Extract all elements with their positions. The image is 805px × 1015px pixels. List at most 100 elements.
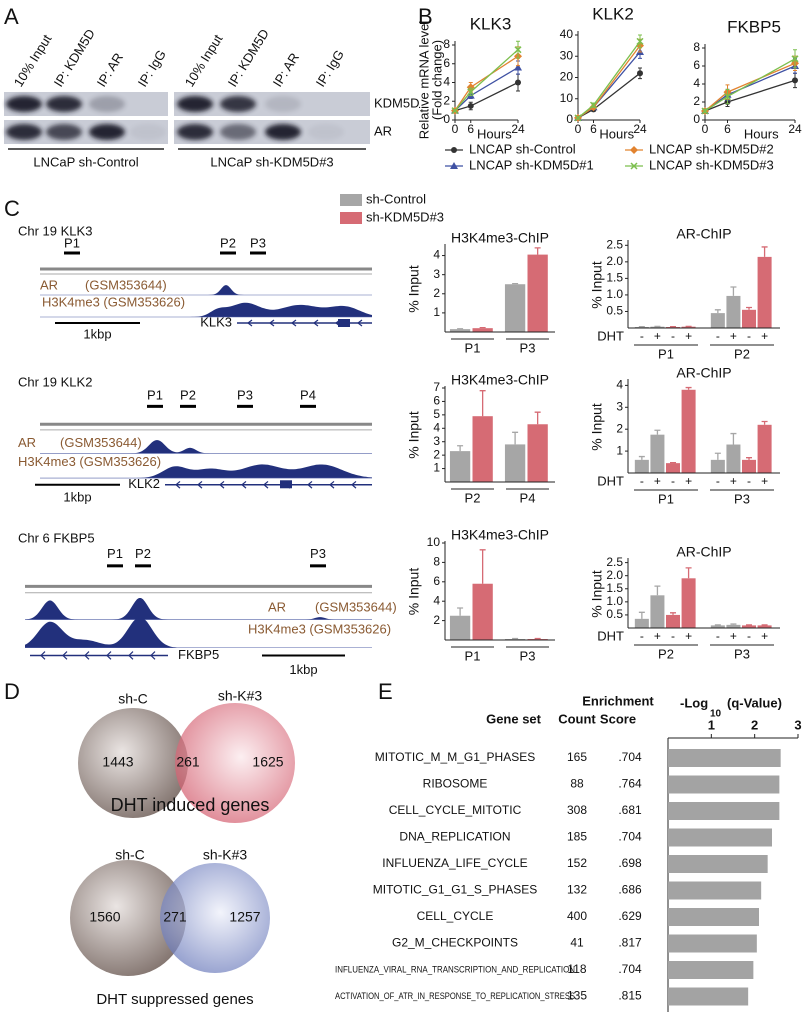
blot-band	[220, 96, 256, 112]
count: 308	[567, 803, 587, 817]
y-tick-label: 2	[693, 94, 700, 108]
track-label: H3K4me3 (GSM353626)	[18, 454, 161, 469]
h3k4me3-signal	[40, 302, 372, 317]
venn-set-label: sh-C	[118, 691, 148, 707]
chart-title: FKBP5	[727, 17, 781, 36]
y-tick-label: 1.5	[606, 271, 623, 285]
error-bar	[457, 607, 464, 616]
count: 165	[567, 750, 587, 764]
enrichment-score: .817	[618, 936, 642, 950]
gene-arrow	[291, 319, 297, 327]
blot-band	[89, 96, 125, 112]
bar	[527, 424, 548, 482]
condition-label: -	[640, 474, 644, 488]
bar	[472, 416, 493, 482]
gene-arrow	[40, 651, 46, 660]
x-axis-label: -Log	[680, 695, 708, 710]
probe-label: P2	[220, 235, 236, 250]
x-tick-label: 0	[575, 122, 582, 136]
error-bar	[685, 386, 692, 390]
bar	[681, 578, 696, 628]
track-label: (GSM353644)	[315, 600, 397, 615]
y-tick-label: 10	[560, 91, 574, 105]
bar	[449, 615, 471, 640]
count: 185	[567, 830, 587, 844]
count: 135	[567, 989, 587, 1003]
condition-label: -	[716, 474, 720, 488]
point	[515, 79, 521, 86]
bar	[449, 451, 471, 482]
x-tick-label: P2	[658, 646, 674, 661]
y-tick-label: 3	[616, 399, 623, 413]
scale-label: 1kbp	[83, 326, 111, 341]
error-bar	[512, 431, 519, 445]
gene-arrow	[197, 480, 203, 489]
condition-label: -	[640, 329, 644, 343]
error-bar	[638, 611, 645, 619]
y-tick-label: 6	[433, 394, 440, 408]
y-axis-label: Relative mRNA level	[416, 21, 431, 140]
lane-label: IP: KDM5D	[51, 26, 98, 89]
scale-label: 1kbp	[63, 490, 91, 505]
blot-band	[177, 124, 213, 140]
probe-label: P1	[147, 388, 163, 403]
error-bar	[730, 623, 737, 625]
venn-caption: DHT induced genes	[111, 795, 270, 815]
bar	[668, 881, 762, 900]
x-tick-label: 0	[702, 122, 709, 136]
error-bar	[457, 445, 464, 452]
group-label: LNCaP sh-KDM5D#3	[210, 154, 333, 169]
venn-caption: DHT suppressed genes	[96, 991, 253, 1008]
gene-arrow	[357, 319, 363, 327]
track-title: Chr 19 KLK2	[18, 374, 92, 389]
bar	[742, 625, 757, 628]
point	[514, 63, 522, 71]
bar	[742, 459, 757, 473]
bar	[504, 444, 526, 482]
y-tick-label: 5	[433, 407, 440, 421]
error-bar	[654, 429, 661, 435]
bar	[472, 328, 493, 332]
y-tick-label: 2	[616, 421, 623, 435]
gene-arrow	[84, 651, 90, 660]
condition-label: -	[716, 629, 720, 643]
bar	[650, 595, 665, 628]
gene-arrow	[128, 651, 134, 660]
y-tick-label: 1	[433, 461, 440, 475]
y-tick-label: 6	[693, 58, 700, 72]
error-bar	[479, 326, 486, 329]
condition-label: +	[654, 329, 661, 343]
header: Gene set	[486, 711, 542, 726]
condition-label: -	[716, 329, 720, 343]
blot-band	[177, 96, 213, 112]
y-tick-label: 1.0	[606, 287, 623, 301]
blot-band	[220, 124, 256, 140]
bar	[726, 624, 741, 628]
y-axis-label: % Input	[589, 403, 605, 451]
probe-label: P3	[237, 388, 253, 403]
x-tick-label: P2	[465, 490, 481, 505]
header: Count	[558, 711, 596, 726]
bar	[650, 434, 665, 473]
bar	[710, 625, 725, 628]
venn-circle	[160, 863, 270, 973]
chart-title: KLK3	[470, 14, 512, 33]
chart-title: H3K4me3-ChIP	[451, 527, 549, 543]
y-tick-label: 2.0	[606, 568, 623, 582]
y-tick-label: 2	[433, 447, 440, 461]
x-tick-label: P3	[734, 646, 750, 661]
bar	[726, 295, 741, 328]
x-axis-label: Hours	[599, 126, 634, 141]
track-label: (GSM353644)	[60, 435, 142, 450]
condition-label: +	[730, 329, 737, 343]
y-axis-label: % Input	[406, 568, 422, 616]
gene-label: KLK3	[200, 314, 232, 329]
bar	[666, 463, 681, 473]
condition-label: -	[747, 474, 751, 488]
gene-label: KLK2	[128, 476, 160, 491]
panel-label: D	[4, 679, 20, 704]
header: Score	[600, 711, 636, 726]
error-bar	[638, 455, 645, 460]
x-axis-label: Hours	[744, 126, 779, 141]
